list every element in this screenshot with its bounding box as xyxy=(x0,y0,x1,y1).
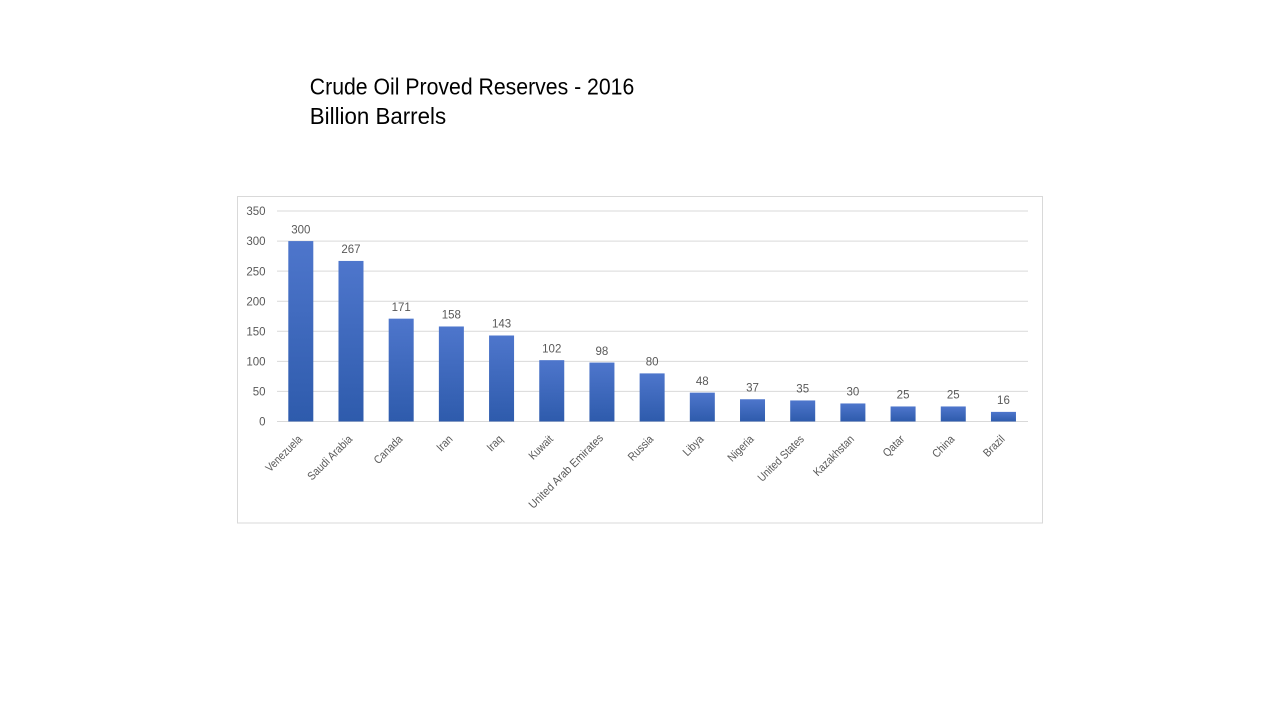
svg-text:48: 48 xyxy=(696,376,709,388)
svg-text:Nigeria: Nigeria xyxy=(726,433,757,464)
svg-text:150: 150 xyxy=(246,326,265,338)
svg-text:Brazil: Brazil xyxy=(981,433,1007,459)
svg-text:300: 300 xyxy=(291,224,310,236)
svg-text:200: 200 xyxy=(246,296,265,308)
svg-text:Canada: Canada xyxy=(372,433,406,467)
svg-text:Saudi Arabia: Saudi Arabia xyxy=(306,433,356,483)
svg-text:171: 171 xyxy=(392,302,411,314)
svg-text:25: 25 xyxy=(947,390,960,402)
svg-text:80: 80 xyxy=(646,357,659,369)
svg-text:350: 350 xyxy=(246,206,265,218)
svg-text:Iraq: Iraq xyxy=(485,433,506,454)
svg-text:267: 267 xyxy=(341,244,360,256)
svg-text:25: 25 xyxy=(897,390,910,402)
svg-text:30: 30 xyxy=(846,387,859,399)
svg-text:100: 100 xyxy=(246,356,265,368)
svg-text:Billion Barrels: Billion Barrels xyxy=(310,103,446,129)
svg-text:Kazakhstan: Kazakhstan xyxy=(812,433,857,478)
svg-text:102: 102 xyxy=(542,343,561,355)
svg-text:158: 158 xyxy=(442,310,461,322)
svg-text:0: 0 xyxy=(259,417,265,429)
svg-text:Kuwait: Kuwait xyxy=(527,433,556,462)
svg-text:China: China xyxy=(930,433,957,460)
svg-text:50: 50 xyxy=(253,387,266,399)
svg-text:Russia: Russia xyxy=(626,433,656,463)
svg-text:Libya: Libya xyxy=(681,433,707,459)
svg-text:Iran: Iran xyxy=(435,433,456,454)
svg-text:250: 250 xyxy=(246,266,265,278)
svg-text:35: 35 xyxy=(796,384,809,396)
svg-text:Venezuela: Venezuela xyxy=(264,433,306,475)
svg-text:16: 16 xyxy=(997,395,1010,407)
svg-text:Qatar: Qatar xyxy=(881,433,907,459)
svg-text:United States: United States xyxy=(756,433,807,484)
svg-text:143: 143 xyxy=(492,319,511,331)
svg-text:Crude Oil Proved Reserves - 20: Crude Oil Proved Reserves - 2016 xyxy=(310,74,635,100)
svg-text:98: 98 xyxy=(596,346,609,358)
svg-text:300: 300 xyxy=(246,236,265,248)
svg-text:37: 37 xyxy=(746,382,759,394)
